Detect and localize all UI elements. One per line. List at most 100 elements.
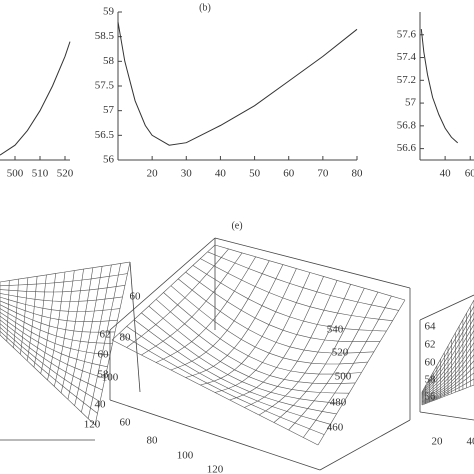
mesh-line (163, 292, 362, 375)
y-tick-label: 80 (120, 332, 132, 344)
z-tick-label: 64 (425, 321, 437, 333)
x-tick-label: 100 (177, 450, 194, 462)
y-tick-label: 120 (84, 419, 101, 431)
mesh-line (0, 304, 116, 333)
mesh-line (421, 342, 474, 399)
mesh-line (244, 280, 338, 408)
line (117, 21, 358, 146)
y-tick-label: 59 (103, 6, 115, 18)
y-tick-label: 56.6 (397, 142, 417, 154)
mesh-line (421, 330, 474, 397)
mesh-line (185, 271, 381, 342)
mesh-line (119, 332, 325, 435)
mesh-line (60, 269, 84, 393)
x-tick-label: 60 (283, 168, 295, 180)
y-tick-label: 57 (103, 104, 115, 116)
y-tick-label: 57 (405, 97, 417, 109)
y-tick-label: 57.5 (95, 80, 115, 92)
x-tick-label: 60 (465, 168, 474, 180)
box-edge (109, 399, 321, 471)
x-tick-label: 520 (57, 168, 74, 180)
mesh-line (0, 261, 131, 283)
mesh-line (170, 260, 270, 371)
box-edge (319, 419, 411, 471)
box-edge (419, 294, 474, 321)
box-edge (109, 237, 216, 331)
x-tick-label: 80 (352, 168, 364, 180)
mesh-line (94, 261, 131, 426)
mesh-line (0, 285, 126, 293)
mesh-line (421, 299, 474, 393)
mesh-line (421, 336, 474, 398)
z-tick-label: 62 (425, 339, 436, 351)
z-tick-label: 62 (100, 329, 111, 341)
mesh-line (421, 318, 474, 395)
y-tick-label: 57.6 (397, 28, 417, 40)
z-tick-label: 60 (98, 349, 110, 361)
mesh-line (192, 265, 387, 332)
y-tick-label: 56.8 (397, 119, 417, 131)
mesh-line (288, 291, 379, 431)
y-tick-label: 520 (332, 347, 349, 359)
x-tick-label: 50 (249, 168, 261, 180)
mesh-line (170, 285, 368, 365)
y-tick-label: 56.5 (95, 129, 115, 141)
mesh-line (303, 295, 392, 438)
y-tick-label: 480 (330, 397, 347, 409)
mesh-line (421, 324, 474, 396)
mesh-line (258, 284, 351, 416)
mesh-line (87, 263, 121, 419)
x-tick-label: 40 (440, 168, 452, 180)
y-tick-label: 58.5 (95, 30, 115, 42)
z-tick-label: 60 (425, 357, 437, 369)
y-tick-label: 56 (103, 154, 115, 166)
mesh-line (141, 252, 243, 356)
mesh-line (0, 330, 98, 414)
mesh-line (6, 280, 10, 342)
mesh-line (67, 267, 94, 400)
y-tick-label: 460 (327, 422, 344, 434)
z-tick-label: 58 (425, 374, 437, 386)
mesh-line (273, 288, 365, 423)
mesh-line (0, 327, 101, 402)
y-tick-label: 57.2 (397, 74, 416, 86)
panel-label: (b) (199, 2, 211, 13)
x-tick-label: 80 (147, 435, 159, 447)
box-edge (214, 237, 411, 289)
mesh-line (74, 266, 103, 406)
mesh-line (0, 273, 128, 287)
box-edge (419, 411, 474, 421)
x-tick-label: 30 (181, 168, 193, 180)
mesh-line (81, 264, 112, 413)
x-tick-label: 120 (207, 464, 224, 474)
mesh-line (421, 305, 474, 394)
mesh-line (200, 258, 393, 321)
mesh-line (126, 326, 331, 425)
mesh-line (421, 311, 474, 395)
line (420, 29, 459, 144)
y-tick-label: 57.4 (397, 51, 417, 63)
y-tick-label: 60 (130, 291, 142, 303)
z-tick-label: 56 (425, 391, 437, 403)
x-tick-label: 60 (120, 417, 132, 429)
x-tick-label: 40 (95, 399, 107, 411)
y-tick-label: 500 (335, 371, 352, 383)
mesh-line (0, 296, 121, 312)
mesh-line (0, 300, 118, 322)
x-tick-label: 20 (432, 436, 444, 448)
y-tick-label: 540 (327, 324, 344, 336)
panel-label: (e) (231, 220, 242, 231)
x-tick-label: 500 (7, 168, 24, 180)
mesh-line (0, 323, 103, 391)
mesh-line (0, 293, 123, 302)
z-tick-label: 58 (98, 369, 110, 381)
mesh-line (20, 277, 29, 355)
mesh-line (214, 272, 311, 393)
mesh-line (0, 319, 106, 379)
box-edge (129, 261, 141, 393)
mesh-line (54, 270, 75, 387)
x-tick-label: 510 (32, 168, 49, 180)
mesh-line (207, 251, 399, 311)
y-tick-label: 58 (103, 55, 115, 67)
